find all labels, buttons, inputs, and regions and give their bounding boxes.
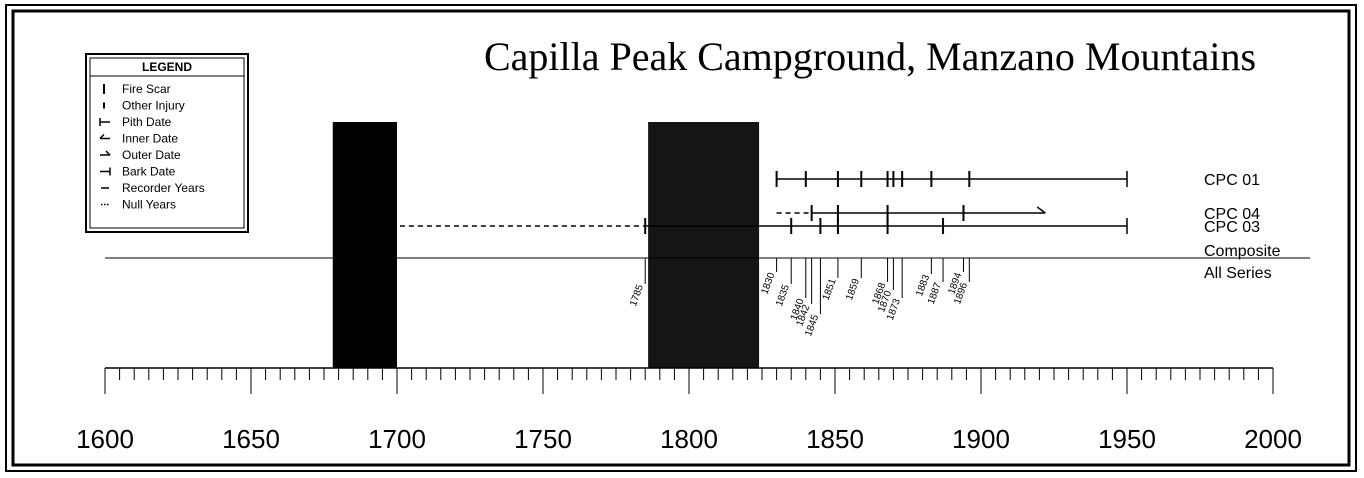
legend-item: Recorder Years bbox=[122, 181, 205, 195]
legend-item: Other Injury bbox=[122, 99, 185, 113]
legend-box bbox=[85, 53, 249, 233]
composite-label: All Series bbox=[1204, 265, 1272, 282]
x-tick-label: 1750 bbox=[514, 424, 572, 454]
period-block bbox=[332, 122, 397, 368]
legend-title: LEGEND bbox=[142, 60, 192, 74]
x-tick-label: 1850 bbox=[806, 424, 864, 454]
outer-frame bbox=[5, 4, 1357, 472]
legend-item: Pith Date bbox=[122, 115, 172, 129]
x-tick-label: 1900 bbox=[952, 424, 1010, 454]
x-tick-label: 1650 bbox=[222, 424, 280, 454]
x-tick-label: 1600 bbox=[76, 424, 134, 454]
series-label: CPC 01 bbox=[1204, 172, 1260, 189]
x-tick-label: 2000 bbox=[1244, 424, 1302, 454]
outer-date bbox=[1036, 206, 1046, 214]
inner-frame bbox=[11, 9, 1351, 467]
series-label: CPC 04 bbox=[1204, 206, 1260, 223]
composite-year: 1830 bbox=[759, 271, 777, 296]
legend-item: Bark Date bbox=[122, 165, 176, 179]
legend-item: Inner Date bbox=[122, 132, 178, 146]
composite-year: 1859 bbox=[844, 277, 862, 302]
composite-year: 1851 bbox=[821, 277, 839, 302]
composite-year: 1835 bbox=[774, 283, 792, 308]
legend-item: Null Years bbox=[122, 198, 176, 212]
x-tick-label: 1800 bbox=[660, 424, 718, 454]
legend-item: Fire Scar bbox=[122, 82, 171, 96]
legend-symbol bbox=[105, 150, 111, 156]
composite-label: Composite bbox=[1204, 243, 1281, 260]
composite-year: 1785 bbox=[628, 283, 646, 308]
legend-item: Outer Date bbox=[122, 148, 181, 162]
period-block bbox=[648, 122, 760, 368]
legend-box-inner bbox=[89, 57, 245, 229]
legend-symbol bbox=[99, 133, 105, 140]
x-tick-label: 1700 bbox=[368, 424, 426, 454]
series-label: CPC 03 bbox=[1204, 219, 1260, 236]
chart-title: Capilla Peak Campground, Manzano Mountai… bbox=[484, 34, 1256, 79]
x-tick-label: 1950 bbox=[1098, 424, 1156, 454]
